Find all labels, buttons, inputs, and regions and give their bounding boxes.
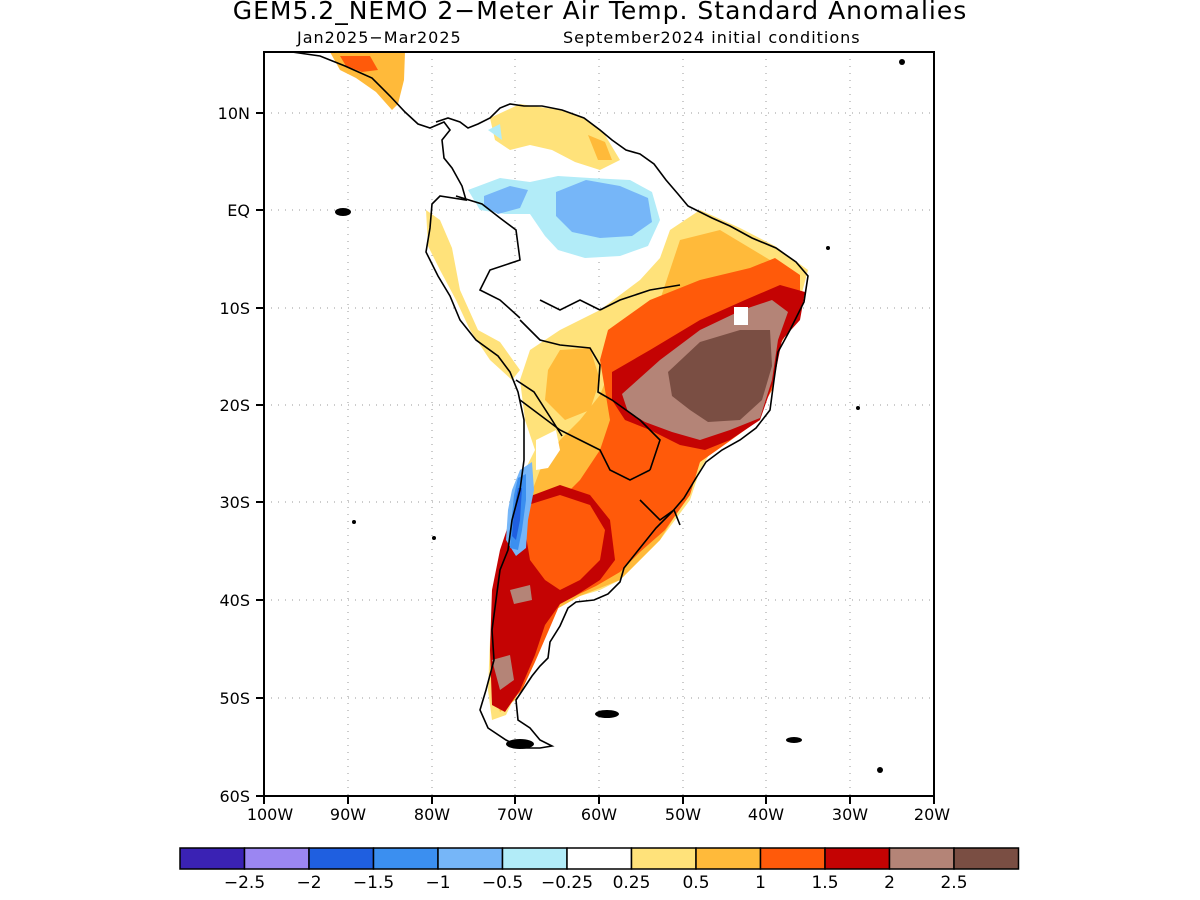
colorbar-label: −0.25	[540, 873, 594, 893]
colorbar-swatch	[179, 847, 246, 870]
colorbar-swatch	[243, 847, 310, 870]
chart-title: GEM5.2_NEMO 2−Meter Air Temp. Standard A…	[232, 0, 968, 25]
lat-label: 10S	[219, 299, 250, 318]
colorbar-label: 0.5	[682, 873, 710, 893]
lat-label: 40S	[219, 591, 250, 610]
colorbar-swatch	[501, 847, 568, 870]
colorbar-swatch	[888, 847, 955, 870]
lat-label: 10N	[218, 104, 250, 123]
colorbar-swatch	[308, 847, 375, 870]
lat-label: 30S	[219, 493, 250, 512]
lon-label: 70W	[497, 805, 533, 824]
colorbar-label: −1	[425, 873, 451, 893]
colorbar-swatch	[630, 847, 697, 870]
lon-label: 30W	[832, 805, 868, 824]
colorbar-swatch	[372, 847, 439, 870]
islands	[335, 59, 905, 773]
colorbar-label: 0.25	[612, 873, 651, 893]
lon-label: 80W	[414, 805, 450, 824]
lon-label: 40W	[748, 805, 784, 824]
lat-label: EQ	[227, 201, 250, 220]
forecast-period: Jan2025−Mar2025	[297, 28, 462, 47]
colorbar-label: 1.5	[811, 873, 839, 893]
lat-label: 50S	[219, 689, 250, 708]
colorbar-swatch	[437, 847, 504, 870]
colorbar-swatch	[566, 847, 633, 870]
initial-conditions: September2024 initial conditions	[563, 28, 861, 47]
colorbar-swatch	[759, 847, 826, 870]
colorbar-label: −1.5	[352, 873, 395, 893]
colorbar-label: −2.5	[223, 873, 266, 893]
lon-label: 20W	[914, 805, 950, 824]
lat-label: 60S	[219, 787, 250, 806]
lat-label: 20S	[219, 396, 250, 415]
axis-ticks	[256, 112, 935, 804]
lon-label: 100W	[247, 805, 294, 824]
colorbar-label: −0.5	[481, 873, 524, 893]
coastlines	[291, 51, 809, 749]
anomaly-shading	[330, 52, 808, 720]
lon-label: 60W	[581, 805, 617, 824]
colorbar-label: −2	[296, 873, 322, 893]
colorbar-label: 1	[755, 873, 766, 893]
colorbar-swatch	[695, 847, 762, 870]
colorbar-label: 2	[884, 873, 895, 893]
colorbar-swatch	[824, 847, 891, 870]
colorbar-swatch	[953, 847, 1020, 870]
colorbar-label: 2.5	[940, 873, 968, 893]
lon-label: 50W	[665, 805, 701, 824]
lon-label: 90W	[330, 805, 366, 824]
colorbar	[179, 847, 1020, 870]
